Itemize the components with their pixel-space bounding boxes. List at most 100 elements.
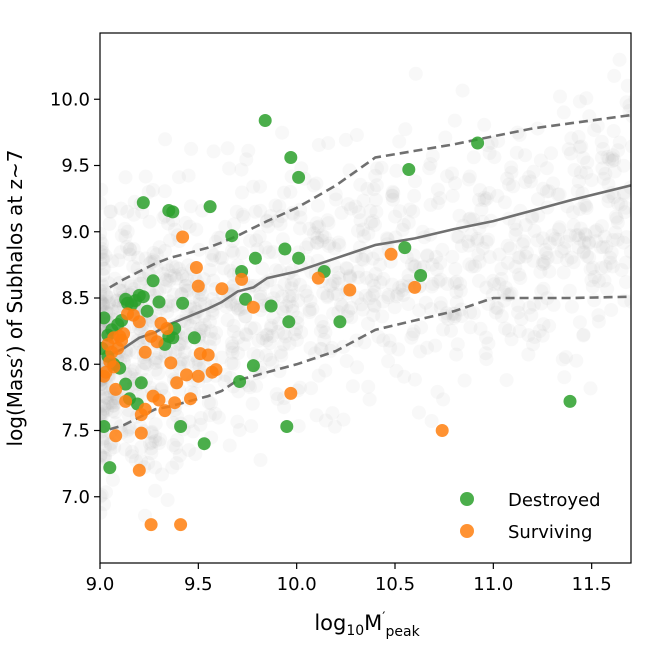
background-point: [174, 352, 189, 367]
background-point: [318, 325, 333, 340]
background-point: [616, 158, 631, 173]
background-point: [247, 321, 262, 336]
background-point: [149, 283, 164, 298]
background-point: [546, 297, 561, 312]
background-point: [231, 330, 246, 345]
background-point: [475, 241, 490, 256]
background-point: [316, 286, 331, 301]
background-point: [526, 164, 541, 179]
background-point: [134, 276, 149, 291]
background-point: [100, 448, 108, 463]
background-point: [559, 234, 574, 249]
background-point: [138, 251, 153, 266]
background-point: [103, 395, 118, 410]
background-point: [322, 236, 337, 251]
background-point: [105, 472, 120, 487]
background-point: [100, 296, 110, 311]
background-point: [385, 277, 400, 292]
background-point: [338, 132, 353, 147]
surviving-point: [215, 282, 229, 296]
background-point: [552, 187, 567, 202]
surviving-point: [176, 230, 190, 244]
background-point: [617, 205, 631, 220]
background-point: [272, 316, 286, 331]
background-point: [100, 289, 114, 304]
background-point: [270, 213, 285, 228]
x-tick-label: 9.0: [86, 574, 115, 595]
background-point: [100, 279, 110, 294]
background-point: [148, 352, 163, 367]
background-point: [581, 236, 596, 251]
background-point: [404, 257, 419, 272]
background-point: [255, 331, 270, 346]
background-point: [447, 276, 462, 291]
background-point: [366, 214, 381, 229]
background-point: [414, 320, 429, 335]
background-point: [302, 305, 317, 319]
background-point: [440, 277, 455, 291]
background-point: [323, 278, 338, 293]
background-point: [370, 161, 384, 176]
background-point: [134, 440, 149, 455]
background-point: [521, 328, 536, 343]
background-point: [230, 301, 245, 315]
background-point: [619, 255, 631, 270]
surviving-point: [109, 429, 123, 443]
background-point: [293, 277, 307, 292]
background-point: [423, 197, 438, 212]
background-point: [100, 434, 110, 449]
upper-line: [109, 113, 631, 289]
background-point: [603, 255, 618, 270]
background-point: [607, 68, 622, 83]
background-point: [576, 151, 591, 166]
background-point: [572, 202, 587, 217]
background-point: [158, 243, 172, 258]
background-point: [560, 253, 575, 268]
surviving-point: [311, 271, 325, 285]
background-point: [260, 327, 275, 342]
background-point: [522, 300, 537, 315]
background-point: [602, 152, 617, 167]
background-point: [452, 208, 467, 223]
background-point: [214, 350, 229, 365]
background-point: [193, 417, 208, 432]
background-point: [576, 244, 591, 259]
background-point: [519, 245, 534, 260]
background-point: [489, 300, 504, 315]
background-point: [101, 296, 116, 311]
background-point: [438, 130, 453, 145]
background-point: [481, 336, 496, 351]
background-point: [169, 456, 184, 471]
background-point: [314, 314, 329, 329]
background-point: [100, 252, 111, 267]
background-point: [162, 294, 177, 309]
background-point: [125, 444, 139, 459]
background-point: [113, 245, 128, 260]
background-point: [591, 274, 606, 288]
background-point: [408, 174, 422, 189]
background-point: [263, 336, 277, 351]
destroyed-point: [398, 241, 412, 255]
background-point: [211, 410, 226, 425]
background-point: [576, 245, 591, 260]
background-point: [208, 406, 223, 421]
background-point: [523, 174, 538, 189]
background-point: [363, 203, 378, 218]
background-point: [320, 213, 335, 228]
background-point: [608, 225, 623, 240]
background-point: [305, 301, 320, 316]
background-point: [161, 263, 176, 278]
background-point: [146, 252, 161, 267]
background-point: [593, 240, 608, 255]
background-point: [270, 391, 285, 406]
background-point: [140, 357, 154, 372]
background-point: [149, 350, 164, 365]
background-point: [591, 308, 606, 323]
destroyed-point: [197, 437, 211, 451]
background-point: [336, 412, 351, 427]
background-point: [386, 186, 401, 200]
background-point: [477, 190, 492, 205]
background-point: [263, 209, 278, 223]
background-point: [491, 134, 506, 149]
background-point: [412, 303, 427, 318]
